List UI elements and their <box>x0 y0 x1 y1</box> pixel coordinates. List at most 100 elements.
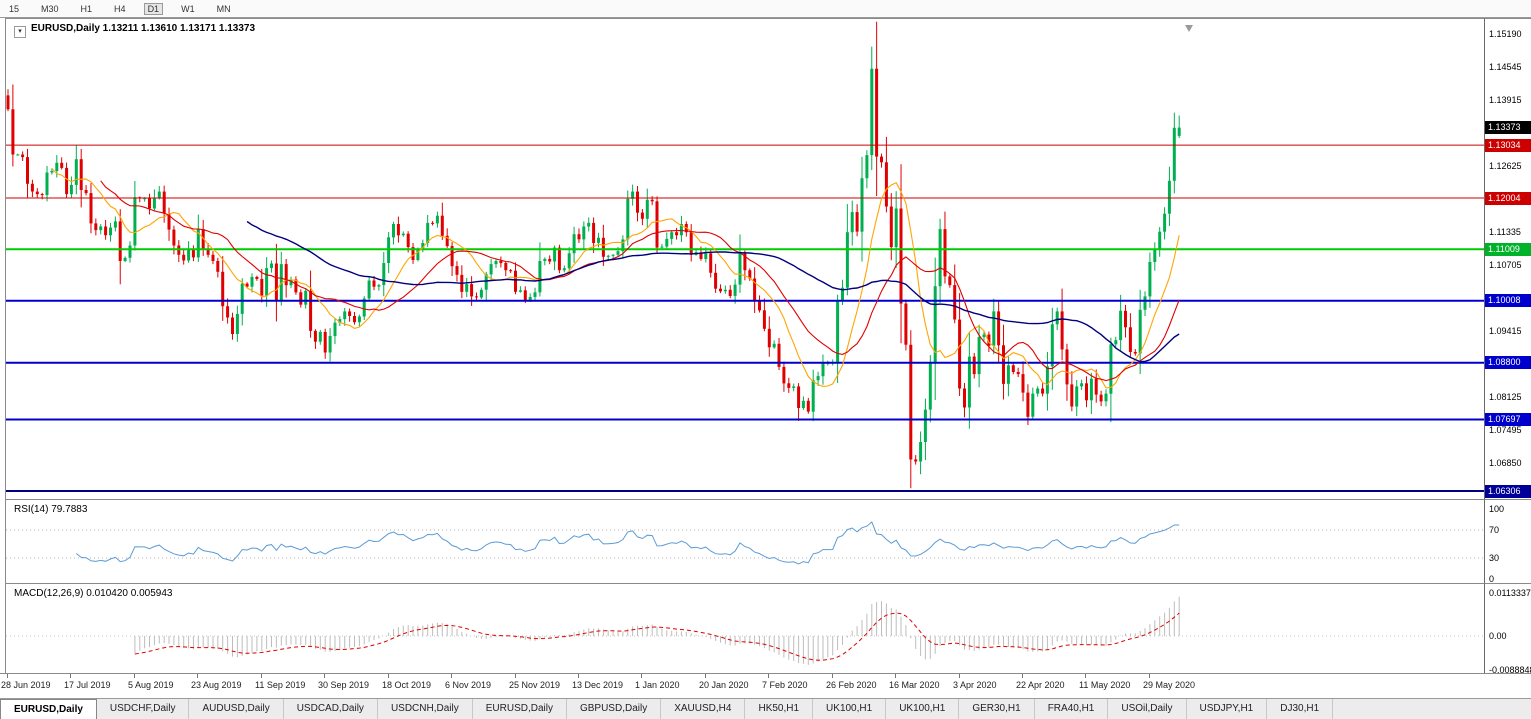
price-tag: 1.10008 <box>1485 294 1531 307</box>
price-tag: 1.11009 <box>1485 243 1531 256</box>
chart-tab[interactable]: UK100,H1 <box>813 699 887 719</box>
chart-tab[interactable]: HK50,H1 <box>745 699 814 719</box>
time-axis-label: 25 Nov 2019 <box>509 680 561 690</box>
timeframe-toolbar: 15 M30 H1 H4 D1 W1 MN <box>0 0 1531 18</box>
price-axis: 1.15190 1.14545 1.13915 1.12625 1.11335 1.107… <box>1484 18 1531 499</box>
price-axis-label: 1.13915 <box>1489 95 1522 105</box>
chart-shift-marker[interactable] <box>1185 25 1193 32</box>
rsi-axis-label: 0 <box>1489 574 1495 583</box>
price-axis-label: 1.14545 <box>1489 62 1522 72</box>
time-axis-tick <box>70 674 71 678</box>
rsi-axis-label: 100 <box>1489 504 1505 514</box>
rsi-axis-label: 70 <box>1489 525 1500 535</box>
rsi-chart <box>6 521 1484 565</box>
time-axis-tick <box>7 674 8 678</box>
time-axis-tick <box>261 674 262 678</box>
rsi-axis-label: 30 <box>1489 553 1500 563</box>
price-axis-label: 1.15190 <box>1489 29 1522 39</box>
time-axis-tick <box>1149 674 1150 678</box>
price-axis-label: 1.09415 <box>1489 326 1522 336</box>
time-axis-tick <box>768 674 769 678</box>
price-tag: 1.13373 <box>1485 121 1531 134</box>
time-axis-label: 30 Sep 2019 <box>318 680 370 690</box>
time-axis-tick <box>1022 674 1023 678</box>
chart-tab[interactable]: USOil,Daily <box>1108 699 1187 719</box>
time-axis-tick <box>388 674 389 678</box>
chart-tab[interactable]: USDCAD,Daily <box>283 699 378 719</box>
time-axis-label: 22 Apr 2020 <box>1016 680 1065 690</box>
chart-tab[interactable]: UK100,H1 <box>886 699 960 719</box>
chart-tab[interactable]: FRA40,H1 <box>1034 699 1109 719</box>
time-axis-label: 11 Sep 2019 <box>255 680 306 690</box>
timeframe-button-15[interactable]: 15 <box>9 3 20 14</box>
time-axis-tick <box>895 674 896 678</box>
candlestick-chart[interactable] <box>6 19 1484 499</box>
timeframe-button-h1[interactable]: H1 <box>80 3 93 14</box>
price-tag: 1.06306 <box>1485 485 1531 498</box>
price-tag: 1.13034 <box>1485 139 1531 152</box>
macd-axis-label: -0.0088848 <box>1489 665 1531 673</box>
chart-tab[interactable]: DJ30,H1 <box>1267 699 1334 719</box>
chart-tab-bar: EURUSD,Daily USDCHF,Daily AUDUSD,Daily USDC… <box>0 698 1531 719</box>
time-axis-tick <box>134 674 135 678</box>
macd-axis-label: 0.00 <box>1489 631 1507 641</box>
time-axis-label: 18 Oct 2019 <box>382 680 432 690</box>
price-axis-label: 1.08125 <box>1489 392 1522 402</box>
time-axis-label: 3 Apr 2020 <box>953 680 997 690</box>
macd-label: MACD(12,26,9) 0.010420 0.005943 <box>14 588 173 599</box>
price-tag: 1.12004 <box>1485 192 1531 205</box>
time-axis-label: 23 Aug 2019 <box>191 680 242 690</box>
price-tag: 1.07697 <box>1485 413 1531 426</box>
candles-layer <box>6 21 1181 489</box>
macd-histogram <box>134 596 1180 665</box>
rsi-pane[interactable]: RSI(14) 79.7883 <box>5 499 1484 583</box>
time-axis-label: 28 Jun 2019 <box>1 680 51 690</box>
chart-dropdown-icon[interactable]: ▾ <box>14 26 26 38</box>
time-axis-tick <box>641 674 642 678</box>
macd-axis: 0.0113337 0.00 -0.0088848 <box>1484 583 1531 673</box>
ma-20-line <box>100 180 1180 382</box>
price-axis-label: 1.10705 <box>1489 260 1522 270</box>
chart-tab[interactable]: GBPUSD,Daily <box>566 699 662 719</box>
rsi-line <box>75 521 1180 565</box>
timeframe-button-mn[interactable]: MN <box>216 3 231 14</box>
macd-signal-line <box>134 612 1180 661</box>
price-axis-label: 1.07495 <box>1489 425 1522 435</box>
time-axis-label: 16 Mar 2020 <box>889 680 940 690</box>
chart-tab[interactable]: AUDUSD,Daily <box>189 699 284 719</box>
time-axis-label: 7 Feb 2020 <box>762 680 808 690</box>
chart-title-text: EURUSD,Daily 1.13211 1.13610 1.13171 1.1… <box>31 23 256 34</box>
chart-title: ▾ EURUSD,Daily 1.13211 1.13610 1.13171 1.… <box>14 23 255 38</box>
rsi-axis: 100 70 30 0 <box>1484 499 1531 583</box>
time-axis-tick <box>578 674 579 678</box>
time-axis-label: 20 Jan 2020 <box>699 680 749 690</box>
chart-tab[interactable]: USDCHF,Daily <box>96 699 190 719</box>
timeframe-button-d1[interactable]: D1 <box>143 2 164 15</box>
timeframe-button-h4[interactable]: H4 <box>114 3 126 14</box>
chart-tab[interactable]: USDJPY,H1 <box>1186 699 1268 719</box>
timeframe-button-w1[interactable]: W1 <box>181 3 195 14</box>
time-axis-label: 13 Dec 2019 <box>572 680 624 690</box>
time-axis-tick <box>324 674 325 678</box>
chart-tab[interactable]: GER30,H1 <box>959 699 1035 719</box>
time-axis-label: 26 Feb 2020 <box>826 680 877 690</box>
main-chart-pane[interactable]: ▾ EURUSD,Daily 1.13211 1.13610 1.13171 1.… <box>5 18 1484 499</box>
price-axis-label: 1.12625 <box>1489 161 1522 171</box>
macd-chart <box>6 596 1484 665</box>
timeframe-button-m30[interactable]: M30 <box>41 3 59 14</box>
macd-axis-label: 0.0113337 <box>1489 588 1531 598</box>
time-axis-label: 17 Jul 2019 <box>64 680 111 690</box>
rsi-label: RSI(14) 79.7883 <box>14 504 88 515</box>
chart-tab[interactable]: XAUUSD,H4 <box>661 699 746 719</box>
time-axis-label: 11 May 2020 <box>1079 680 1131 690</box>
time-axis-tick <box>515 674 516 678</box>
chart-tab[interactable]: EURUSD,Daily <box>472 699 567 719</box>
time-axis-tick <box>959 674 960 678</box>
macd-pane[interactable]: MACD(12,26,9) 0.010420 0.005943 <box>5 583 1484 673</box>
price-axis-label: 1.06850 <box>1489 458 1522 468</box>
time-axis-tick <box>1085 674 1086 678</box>
time-axis-label: 29 May 2020 <box>1143 680 1196 690</box>
chart-tab[interactable]: EURUSD,Daily <box>0 699 97 719</box>
chart-tab[interactable]: USDCNH,Daily <box>377 699 473 719</box>
